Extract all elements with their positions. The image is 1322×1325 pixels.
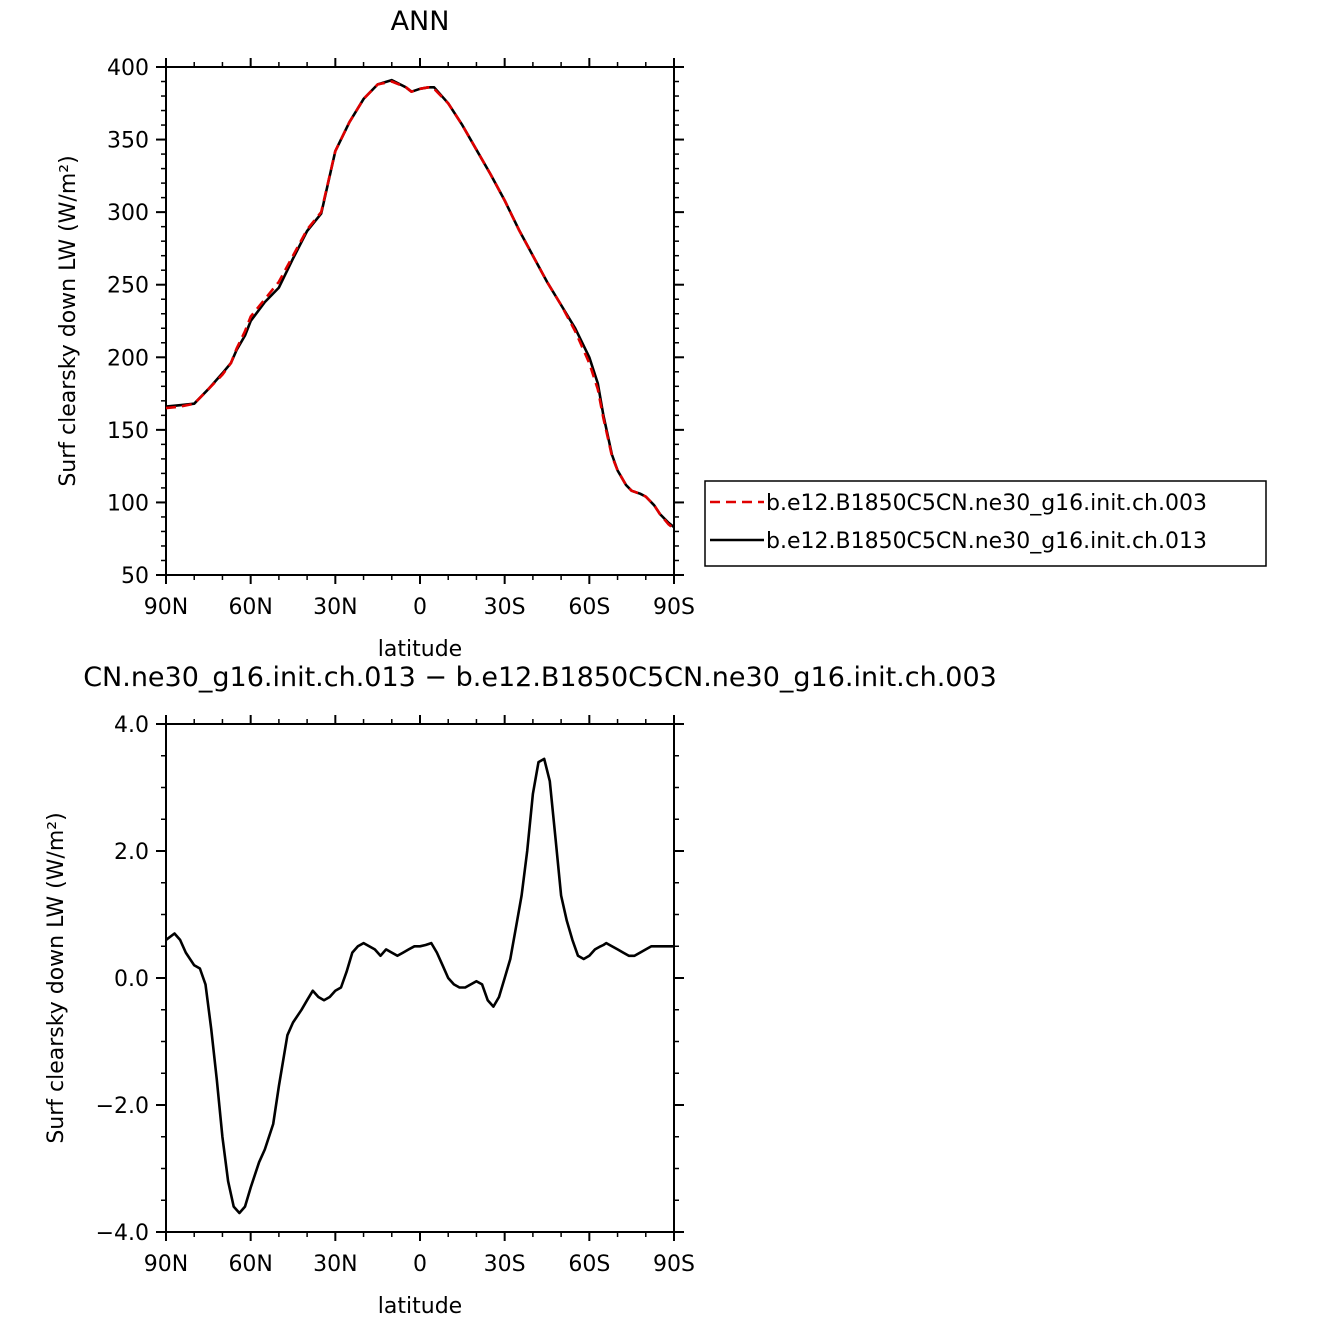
y-tick-label: 350 [107,129,149,154]
x-tick-label: 60N [228,1252,272,1277]
y-tick-label: 100 [107,491,149,516]
x-tick-label: 90S [653,1252,695,1277]
difference-chart: CN.ne30_g16.init.ch.013 − b.e12.B1850C5C… [44,662,997,1319]
x-tick-label: 90N [144,595,188,620]
y-tick-label: 300 [107,201,149,226]
y-tick-label: −2.0 [96,1094,149,1119]
y-tick-label: 200 [107,346,149,371]
legend-label: b.e12.B1850C5CN.ne30_g16.init.ch.013 [766,529,1207,554]
y-tick-label: −4.0 [96,1221,149,1246]
legend-label: b.e12.B1850C5CN.ne30_g16.init.ch.003 [766,491,1207,516]
x-tick-label: 30N [313,1252,357,1277]
top-chart: ANN 90N 60N 30N 0 30S 60S 90S 400 350 300 250 200 150… [56,6,695,662]
x-tick-label: 90N [144,1252,188,1277]
x-axis-label: latitude [378,1294,462,1319]
y-axis-label: Surf clearsky down LW (W/m²) [56,155,81,486]
legend-box [704,480,1267,567]
y-tick-label: 400 [107,56,149,81]
chart-title: ANN [391,6,450,37]
series-line [165,757,674,1215]
y-tick-label: 2.0 [114,840,149,865]
series-line [165,80,675,530]
x-tick-label: 30S [484,595,526,620]
x-axis-label: latitude [378,637,462,662]
plot-frame [165,723,675,1233]
y-axis-label: Surf clearsky down LW (W/m²) [44,812,69,1143]
plot-frame [165,66,675,576]
y-tick-label: 250 [107,274,149,299]
y-tick-label: 150 [107,419,149,444]
series-line [165,78,675,529]
x-tick-label: 90S [653,595,695,620]
y-tick-label: 50 [121,564,149,589]
x-tick-label: 60S [568,595,610,620]
chart-title: CN.ne30_g16.init.ch.013 − b.e12.B1850C5C… [83,662,997,693]
x-tick-label: 60N [228,595,272,620]
x-tick-label: 0 [413,595,427,620]
legend: b.e12.B1850C5CN.ne30_g16.init.ch.003 b.e1… [704,480,1267,567]
x-tick-label: 30N [313,595,357,620]
y-tick-label: 0.0 [114,967,149,992]
x-tick-label: 30S [484,1252,526,1277]
y-tick-label: 4.0 [114,713,149,738]
x-tick-label: 0 [413,1252,427,1277]
x-tick-label: 60S [568,1252,610,1277]
